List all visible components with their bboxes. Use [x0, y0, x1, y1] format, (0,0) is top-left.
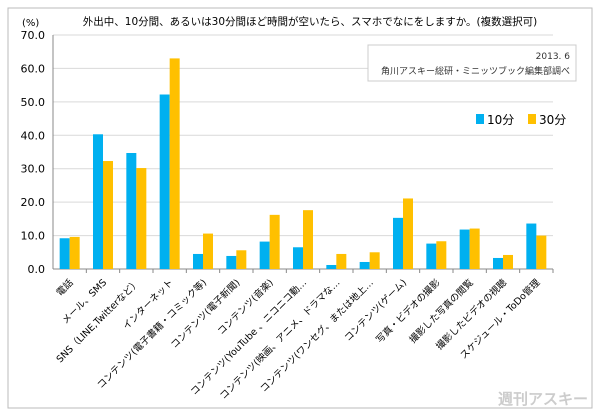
source-credit: 角川アスキー総研・ミニッツブック編集部調べ [381, 65, 570, 77]
bar-30分-10 [403, 198, 413, 269]
bar-30分-2 [136, 168, 147, 269]
chart-title: 外出中、10分間、あるいは30分間ほど時間が空いたら、スマホでなにをしますか。(… [83, 15, 537, 28]
legend-label-10min: 10分 [487, 113, 514, 127]
y-tick-label: 0.0 [28, 263, 46, 276]
bar-10分-13 [493, 257, 503, 269]
source-date: 2013. 6 [536, 52, 571, 62]
y-axis-label: (%) [22, 18, 39, 29]
y-tick-label: 70.0 [21, 29, 46, 42]
watermark-logo: 週刊アスキー [498, 390, 588, 408]
bar-10分-9 [359, 261, 370, 269]
bar-30分-12 [469, 228, 480, 269]
bar-30分-7 [303, 210, 313, 269]
source-note-box [367, 44, 577, 82]
bar-30分-5 [236, 250, 247, 269]
bar-30分-11 [436, 241, 447, 269]
y-tick-label: 50.0 [21, 96, 46, 109]
bar-30分-0 [69, 236, 80, 269]
y-tick-label: 10.0 [21, 230, 46, 243]
bar-10分-4 [193, 253, 203, 269]
bar-30分-3 [169, 58, 180, 270]
bar-10分-11 [426, 243, 437, 269]
bar-10分-1 [93, 134, 103, 269]
bar-30分-9 [369, 252, 380, 269]
y-tick-label: 30.0 [21, 163, 46, 176]
bar-10分-6 [259, 241, 270, 269]
bar-30分-13 [503, 254, 513, 269]
bar-10分-5 [226, 255, 237, 269]
bar-10分-10 [393, 217, 403, 269]
legend-swatch-30min [528, 114, 536, 124]
bar-30分-1 [103, 161, 113, 269]
y-tick-label: 60.0 [21, 62, 46, 75]
bar-10分-7 [293, 247, 303, 269]
bar-10分-0 [59, 238, 70, 269]
bar-30分-8 [336, 253, 347, 269]
bar-10分-2 [126, 153, 137, 269]
bar-10分-12 [459, 229, 470, 269]
bar-10分-3 [159, 94, 170, 269]
bar-30分-4 [203, 233, 213, 269]
y-tick-label: 40.0 [21, 129, 46, 142]
bar-30分-14 [536, 235, 547, 269]
bar-10分-14 [526, 223, 537, 269]
bar-30分-6 [269, 214, 280, 269]
legend-swatch-10min [476, 114, 484, 124]
legend-label-30min: 30分 [539, 113, 566, 127]
y-tick-label: 20.0 [21, 196, 46, 209]
bar-10分-8 [326, 264, 337, 269]
